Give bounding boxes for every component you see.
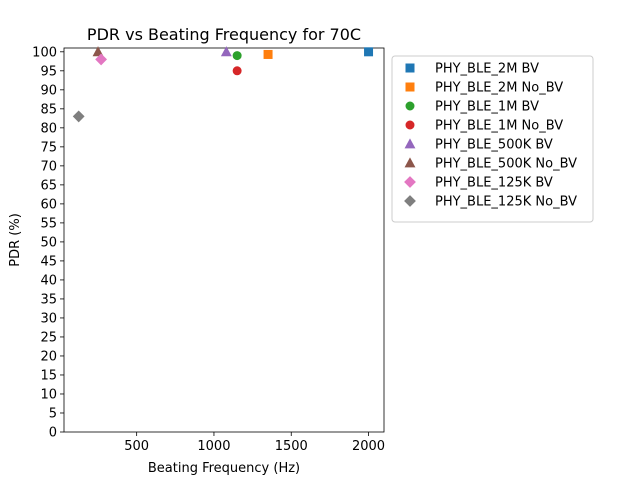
x-axis-label: Beating Frequency (Hz)	[148, 461, 300, 476]
y-tick-label: 60	[40, 197, 57, 212]
axes: 500 1000 1500 2000 0 5 10 15 20 25 30 35 40 45 50 55 60 6…	[32, 45, 385, 454]
x-tick-label: 1500	[275, 439, 308, 454]
y-tick-label: 95	[40, 64, 57, 79]
y-tick-label: 25	[40, 330, 57, 345]
y-tick-label: 35	[40, 292, 57, 307]
legend-box	[391, 55, 594, 223]
data-point	[263, 49, 273, 59]
y-tick-label: 30	[40, 311, 57, 326]
data-point	[232, 66, 242, 76]
legend-marker	[405, 101, 415, 111]
legend-label: PHY_BLE_2M BV	[435, 62, 539, 77]
y-tick-label: 75	[40, 140, 57, 155]
y-tick-label: 80	[40, 121, 57, 136]
legend-marker	[405, 63, 415, 73]
legend-label: PHY_BLE_500K No_BV	[435, 157, 577, 172]
data-point	[232, 51, 242, 61]
y-tick-label: 45	[40, 254, 57, 269]
y-tick-label: 40	[40, 273, 57, 288]
plot-area	[63, 46, 385, 433]
data-point	[95, 53, 108, 66]
y-tick-label: 85	[40, 102, 57, 117]
y-tick-label: 10	[40, 387, 57, 402]
legend-label: PHY_BLE_125K No_BV	[435, 195, 577, 210]
data-point	[220, 46, 232, 57]
x-tick-label: 500	[124, 439, 149, 454]
data-point	[364, 47, 374, 57]
legend-marker	[404, 138, 416, 149]
plot-frame	[63, 47, 385, 433]
data-point	[92, 46, 104, 57]
data-point	[72, 110, 85, 123]
legend-label: PHY_BLE_125K BV	[435, 176, 553, 191]
y-tick-label: 50	[40, 235, 57, 250]
y-axis-label: PDR (%)	[8, 213, 23, 267]
x-tick-label: 1000	[197, 439, 230, 454]
y-tick-label: 0	[49, 426, 57, 441]
y-tick-label: 15	[40, 368, 57, 383]
legend: PHY_BLE_2M BV PHY_BLE_2M No_BV PHY_BLE_1M …	[391, 55, 594, 223]
legend-label: PHY_BLE_1M BV	[435, 100, 539, 115]
chart-title: PDR vs Beating Frequency for 70C	[87, 25, 361, 44]
y-tick-label: 5	[49, 406, 57, 421]
x-tick-label: 2000	[352, 439, 385, 454]
y-tick-label: 55	[40, 216, 57, 231]
y-tick-label: 20	[40, 349, 57, 364]
legend-label: PHY_BLE_2M No_BV	[435, 81, 563, 96]
y-tick-label: 70	[40, 159, 57, 174]
y-tick-label: 100	[32, 45, 57, 60]
legend-marker	[405, 120, 415, 130]
y-tick-label: 65	[40, 178, 57, 193]
legend-label: PHY_BLE_500K BV	[435, 138, 553, 153]
legend-marker	[404, 157, 416, 168]
legend-marker	[405, 82, 415, 92]
legend-marker	[404, 176, 416, 188]
y-tick-label: 90	[40, 83, 57, 98]
legend-marker	[404, 195, 416, 207]
legend-label: PHY_BLE_1M No_BV	[435, 119, 563, 134]
